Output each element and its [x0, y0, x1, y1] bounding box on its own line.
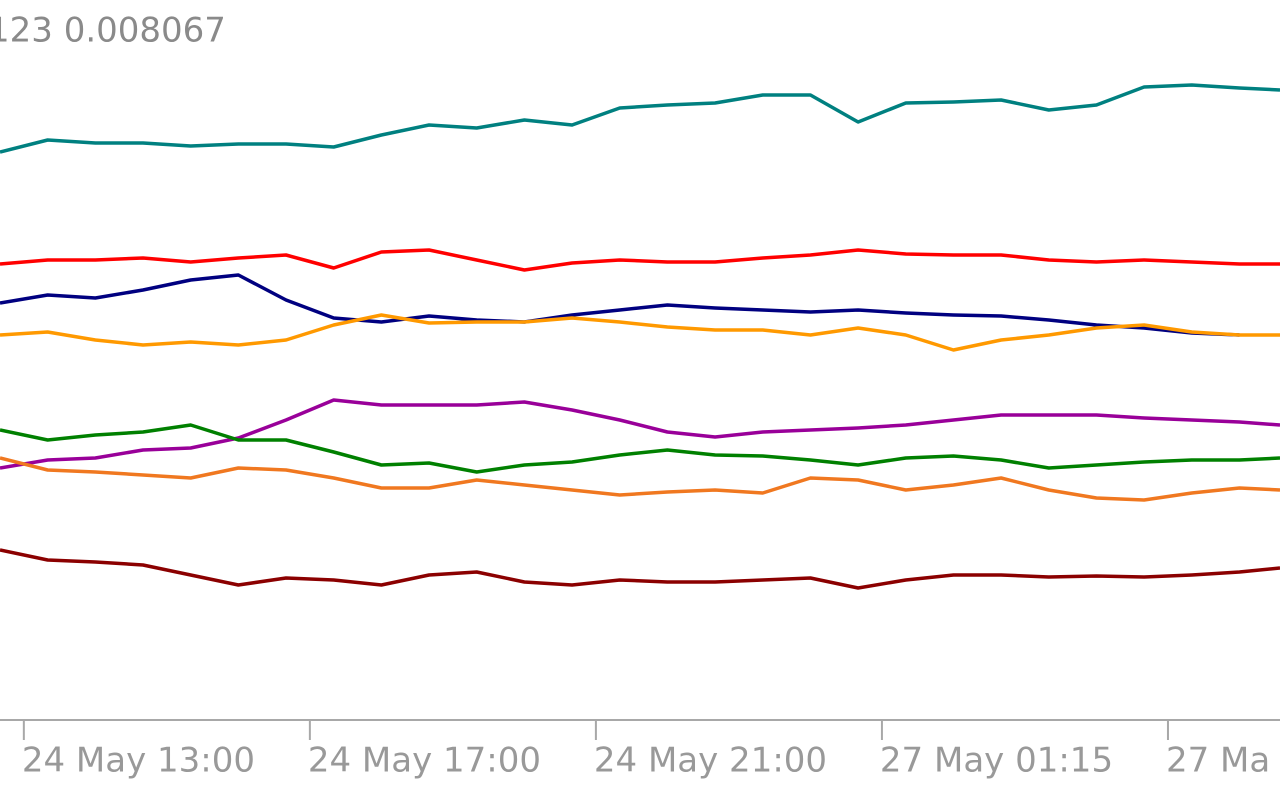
x-tick-label: 24 May 17:00	[308, 741, 541, 781]
series-line	[0, 398, 1280, 470]
x-tick-label: 24 May 21:00	[594, 741, 827, 781]
x-tick-label: 27 Ma	[1166, 741, 1270, 781]
series-line	[0, 548, 1280, 590]
series-line	[0, 83, 1280, 154]
series-line	[0, 456, 1280, 502]
series-line	[0, 248, 1280, 272]
series-line	[0, 423, 1280, 474]
series-line	[0, 273, 1240, 337]
series-line	[0, 313, 1280, 352]
x-tick-label: 24 May 13:00	[22, 741, 255, 781]
x-tick-label: 27 May 01:15	[880, 741, 1113, 781]
chart-title: 123 0.008067	[0, 11, 226, 51]
